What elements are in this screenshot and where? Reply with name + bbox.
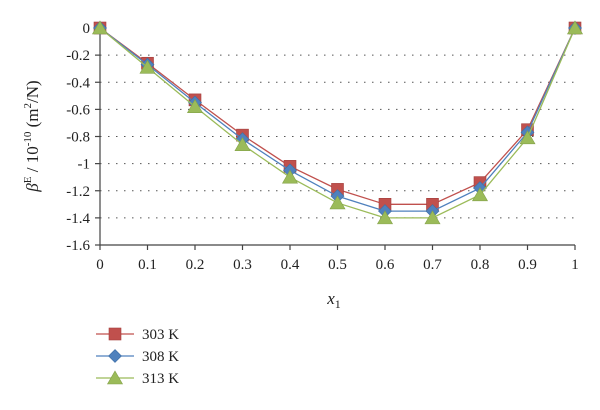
- legend-item: 303 K: [96, 327, 179, 343]
- y-axis-label: βE / 10-10 (m2/N): [22, 80, 42, 192]
- data-point: [376, 210, 394, 225]
- legend-marker: [108, 327, 122, 341]
- data-point: [139, 59, 156, 74]
- series-313-k: [91, 20, 584, 225]
- y-tick-label: -1: [78, 157, 91, 173]
- x-tick-label: 1: [571, 257, 579, 273]
- y-tick-labels: 0 -0.2 -0.4 -0.6 -0.8 -1 -1.2 -1.4 -1.6: [66, 21, 90, 254]
- y-tick-label: -0.8: [66, 130, 90, 146]
- legend-label: 308 K: [142, 349, 179, 365]
- x-tick-labels: 0 0.1 0.2 0.3 0.4 0.5 0.6 0.7 0.8 0.9 1: [96, 257, 579, 273]
- x-tick-label: 0.7: [423, 257, 442, 273]
- y-tick-label: -1.2: [66, 184, 90, 200]
- y-tick-label: -0.6: [66, 102, 90, 118]
- data-point: [424, 210, 441, 225]
- x-tick-label: 0.1: [138, 257, 157, 273]
- y-tick-label: 0: [83, 21, 91, 37]
- legend: 303 K 308 K 313 K: [96, 327, 179, 387]
- data-point: [281, 169, 299, 184]
- legend-item: 308 K: [96, 349, 179, 365]
- x-axis-label: x1: [326, 289, 341, 311]
- legend-label: 313 K: [142, 371, 179, 387]
- y-tick-label: -0.4: [66, 75, 90, 91]
- data-point: [471, 187, 489, 202]
- data-point: [566, 20, 584, 35]
- legend-item: 313 K: [96, 370, 179, 387]
- data-point: [186, 99, 204, 113]
- x-tick-label: 0: [96, 257, 104, 273]
- x-tick-label: 0.8: [471, 257, 490, 273]
- x-tick-label: 0.6: [376, 257, 395, 273]
- x-tick-label: 0.5: [328, 257, 347, 273]
- series-line: [99, 27, 576, 205]
- y-tick-label: -0.2: [66, 48, 90, 64]
- series-303-k: [93, 21, 582, 211]
- y-tick-label: -1.4: [66, 211, 90, 227]
- axes: [95, 27, 576, 250]
- x-tick-label: 0.4: [281, 257, 300, 273]
- legend-marker: [106, 370, 124, 385]
- data-point: [329, 195, 346, 210]
- y-tick-label: -1.6: [66, 238, 90, 254]
- x-tick-label: 0.2: [186, 257, 205, 273]
- x-tick-label: 0.3: [233, 257, 252, 273]
- legend-label: 303 K: [142, 327, 179, 343]
- series-group: [91, 20, 584, 225]
- legend-marker: [108, 349, 122, 363]
- data-point: [91, 20, 109, 35]
- x-tick-label: 0.9: [518, 257, 537, 273]
- data-point: [234, 137, 251, 151]
- data-point: [519, 130, 536, 145]
